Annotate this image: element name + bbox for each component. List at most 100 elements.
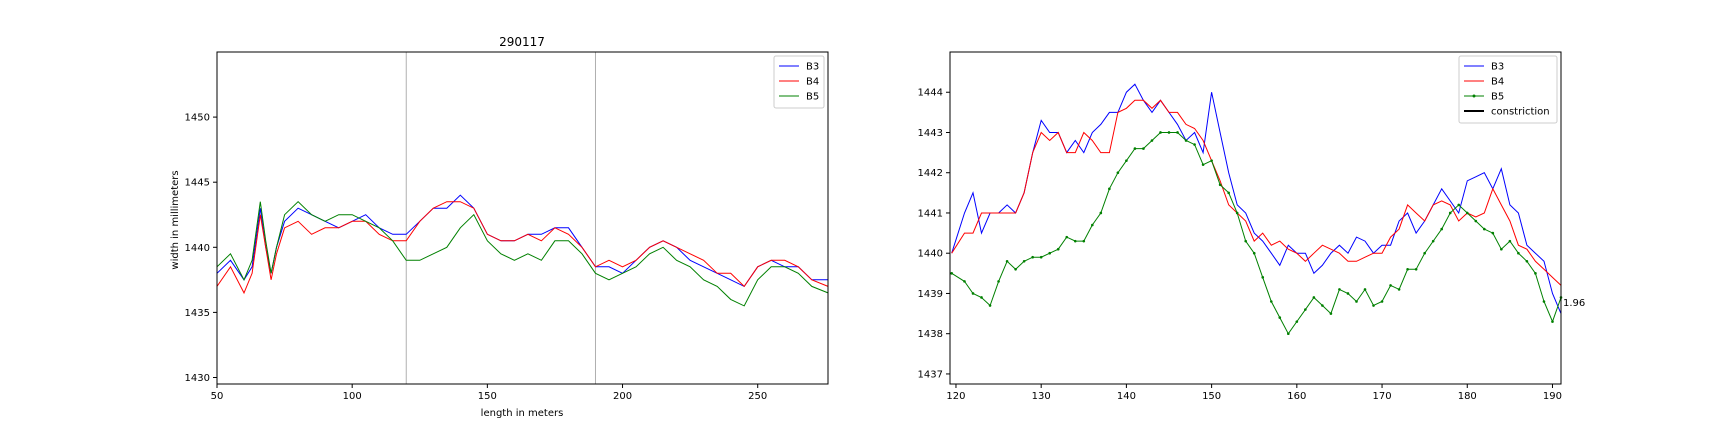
data-point-b5	[971, 292, 975, 295]
legend-label-b4: B4	[1491, 77, 1504, 88]
data-point-b5	[1389, 284, 1392, 287]
y-tick-label: 1443	[918, 128, 943, 139]
data-point-b5	[1414, 268, 1418, 271]
data-point-b5	[1082, 239, 1086, 243]
data-point-b5	[1056, 247, 1060, 251]
data-point-b5	[1193, 143, 1196, 146]
series-line-b4	[216, 201, 829, 295]
data-point-b5	[1167, 131, 1171, 134]
data-point-b5	[1261, 276, 1265, 279]
x-ticks-left: 50 100 150 200 250	[211, 384, 767, 402]
data-point-b5	[1099, 211, 1103, 215]
x-tick-label: 250	[748, 391, 767, 402]
x-ticks-right: 120 130 140 150 160 170 180 190	[946, 384, 1562, 402]
data-point-b5	[1329, 312, 1333, 315]
series-group-left	[216, 194, 829, 307]
data-point-b5	[1210, 159, 1213, 162]
legend-box	[773, 55, 825, 109]
data-point-b5	[1218, 183, 1222, 187]
data-point-b5	[1474, 219, 1478, 223]
data-point-b5	[1244, 239, 1248, 243]
data-point-b5	[963, 280, 966, 283]
data-point-b5	[1133, 147, 1137, 150]
data-point-b5	[1440, 227, 1443, 231]
y-tick-label: 1441	[918, 208, 943, 219]
data-point-b5	[1448, 211, 1452, 215]
reference-lines	[405, 52, 596, 384]
constriction-annotation: 1.96	[1563, 298, 1585, 309]
series-group-right	[950, 83, 1563, 335]
data-point-b5	[1483, 227, 1486, 231]
y-tick-label: 1440	[185, 243, 210, 254]
y-tick-label: 1450	[185, 113, 210, 124]
legend-left: B3 B4 B5	[773, 55, 825, 109]
data-point-b5	[1295, 320, 1299, 323]
data-point-b5	[1184, 139, 1188, 142]
x-axis-label: length in meters	[481, 408, 564, 419]
y-tick-label: 1439	[918, 289, 943, 300]
data-point-b5	[1457, 203, 1461, 207]
y-axis-label: width in millimeters	[170, 170, 181, 269]
legend-label-b5: B5	[1491, 92, 1504, 103]
data-point-b5	[1431, 239, 1435, 243]
series-line-b4	[951, 99, 1562, 286]
y-ticks-left: 1430 1435 1440 1445 1450	[185, 113, 217, 384]
data-point-b5	[1542, 300, 1546, 303]
data-point-b5	[1517, 251, 1520, 255]
data-point-b5	[1372, 304, 1375, 307]
legend-label-b4: B4	[806, 77, 819, 88]
y-ticks-right: 1437 1438 1439 1440 1441 1442 1443 1444	[918, 88, 950, 380]
y-tick-label: 1430	[185, 373, 210, 384]
data-point-b5	[1252, 251, 1256, 255]
data-point-b5	[1508, 239, 1512, 243]
data-point-b5	[1048, 251, 1052, 255]
plot-frame-left	[216, 51, 829, 385]
legend-label-b3: B3	[1491, 62, 1504, 73]
data-point-b5	[1014, 268, 1017, 271]
data-point-b5	[980, 296, 983, 299]
data-point-b5	[1159, 131, 1162, 134]
data-point-b5	[1065, 235, 1069, 239]
y-tick-label: 1445	[185, 178, 210, 189]
data-point-b5	[1108, 187, 1111, 191]
x-tick-label: 180	[1458, 391, 1477, 402]
x-tick-label: 130	[1032, 391, 1051, 402]
legend-label-constriction: constriction	[1491, 107, 1550, 118]
y-tick-label: 1440	[918, 249, 943, 260]
data-point-b5	[1235, 211, 1239, 215]
data-point-b5	[950, 272, 954, 275]
y-tick-label: 1437	[918, 369, 943, 380]
data-point-b5	[1142, 147, 1145, 150]
data-point-b5	[1287, 332, 1290, 335]
data-point-b5	[1551, 320, 1554, 323]
x-tick-label: 150	[1202, 391, 1221, 402]
data-point-b5	[1176, 131, 1179, 134]
legend-box	[1458, 55, 1558, 124]
data-point-b5	[1525, 259, 1529, 263]
data-point-b5	[1321, 304, 1324, 307]
data-point-b5	[1039, 255, 1043, 259]
data-point-b5	[1116, 171, 1120, 175]
data-point-b5	[988, 304, 992, 307]
x-tick-label: 160	[1287, 391, 1306, 402]
data-point-b5	[1312, 296, 1316, 299]
x-tick-label: 140	[1117, 391, 1136, 402]
plot-frame-right	[949, 51, 1562, 385]
legend-right: B3 B4 B5 constriction	[1458, 55, 1558, 124]
plot-area-left	[217, 52, 828, 384]
data-point-b5	[1073, 239, 1077, 243]
data-point-b5	[1491, 231, 1495, 235]
width-chart-zoom: 120 130 140 150 160 170 180 190 1437 1438 1439 144…	[918, 51, 1585, 402]
data-point-b5	[1363, 288, 1367, 291]
y-tick-label: 1438	[918, 329, 943, 340]
data-point-b5	[1227, 191, 1230, 195]
data-point-b5	[1125, 159, 1128, 162]
x-tick-label: 170	[1372, 391, 1391, 402]
x-tick-label: 200	[613, 391, 632, 402]
data-point-b5	[1091, 223, 1094, 227]
data-point-b5	[1269, 300, 1273, 303]
x-tick-label: 150	[478, 391, 497, 402]
data-point-b5	[1406, 268, 1409, 271]
x-tick-label: 190	[1543, 391, 1562, 402]
